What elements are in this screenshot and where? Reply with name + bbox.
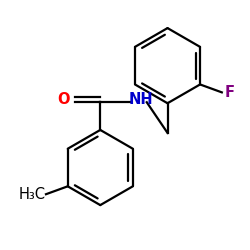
Text: NH: NH bbox=[128, 92, 153, 107]
Text: F: F bbox=[225, 85, 235, 100]
Text: O: O bbox=[58, 92, 70, 107]
Text: H₃C: H₃C bbox=[19, 187, 46, 202]
